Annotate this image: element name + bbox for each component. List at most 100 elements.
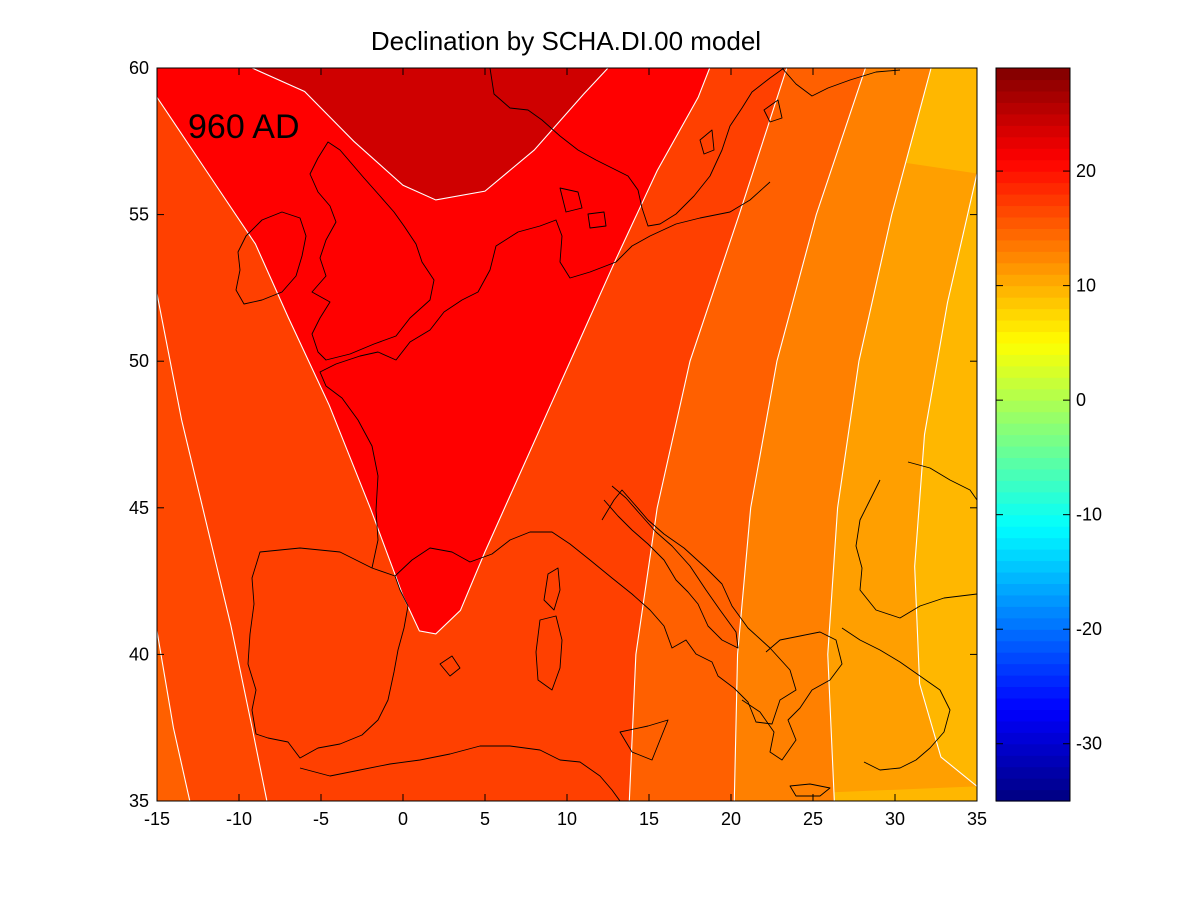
colorbar-tick-label: 10	[1076, 276, 1096, 296]
y-tick-label: 60	[129, 58, 149, 78]
colorbar-swatches	[996, 68, 1070, 802]
colorbar-swatch	[996, 503, 1070, 516]
colorbar-swatch	[996, 755, 1070, 768]
colorbar-swatch	[996, 239, 1070, 252]
x-tick-label: 0	[398, 809, 408, 829]
coastline-black-sea	[855, 461, 977, 619]
colorbar-swatch	[996, 182, 1070, 195]
colorbar-swatch	[996, 423, 1070, 436]
y-tick-label: 50	[129, 351, 149, 371]
x-tick-label: 30	[885, 809, 905, 829]
colorbar-swatch	[996, 68, 1070, 81]
colorbar-swatch	[996, 400, 1070, 413]
x-tick-label: 20	[721, 809, 741, 829]
coastline-scandinavia	[489, 68, 785, 227]
coastline-denmark	[559, 187, 607, 229]
colorbar-swatch	[996, 526, 1070, 539]
coastline-north-africa	[299, 745, 621, 801]
colorbar-swatch	[996, 560, 1070, 573]
colorbar-frame	[995, 67, 1071, 802]
colorbar-swatch	[996, 789, 1070, 802]
colorbar-swatch	[996, 262, 1070, 275]
colorbar-swatch	[996, 285, 1070, 298]
band	[157, 630, 190, 801]
colorbar-tick-label: 0	[1076, 390, 1086, 410]
colorbar-swatch	[996, 113, 1070, 126]
x-tick-label: 15	[639, 809, 659, 829]
colorbar-swatch	[996, 205, 1070, 218]
colorbar-swatch	[996, 159, 1070, 172]
declination-bands	[157, 68, 977, 801]
colorbar-swatch	[996, 228, 1070, 241]
colorbar-swatch	[996, 629, 1070, 642]
colorbar-swatch	[996, 251, 1070, 264]
colorbar-swatch	[996, 79, 1070, 92]
colorbar-swatch	[996, 102, 1070, 115]
colorbar-swatch	[996, 480, 1070, 493]
colorbar-swatch	[996, 445, 1070, 459]
y-tick-label: 55	[129, 205, 149, 225]
coastline-greece	[741, 631, 843, 761]
y-tick-label: 40	[129, 644, 149, 664]
coastline-iberia	[247, 547, 409, 759]
colorbar-swatch	[996, 594, 1070, 607]
contour-lines	[157, 68, 977, 801]
colorbar-swatch	[996, 193, 1070, 207]
colorbar-swatch	[996, 640, 1070, 653]
colorbar-swatch	[996, 709, 1070, 722]
contour-line	[157, 293, 268, 801]
x-tick-label: 35	[967, 809, 987, 829]
coastline-balearic	[439, 655, 461, 677]
contour-line	[251, 68, 609, 201]
contour-line	[914, 173, 977, 787]
coastline-france	[319, 181, 771, 569]
colorbar-swatch	[996, 778, 1070, 791]
colorbar-swatch	[996, 720, 1070, 733]
x-tick-label: -5	[313, 809, 329, 829]
y-tick-label: 45	[129, 498, 149, 518]
colorbar-swatch	[996, 331, 1070, 344]
coastline-corsica	[543, 567, 561, 611]
contour-line	[628, 68, 788, 801]
coastline-crete	[789, 783, 831, 797]
coastline-anatolia	[841, 627, 951, 771]
coastline-italy	[603, 485, 739, 649]
colorbar-swatch	[996, 686, 1070, 699]
colorbar-swatch	[996, 125, 1070, 138]
colorbar-swatch	[996, 90, 1070, 103]
x-axis: -15 -10 -5 0 5 10 15 20 25 30 35	[144, 68, 987, 829]
colorbar-swatch	[996, 617, 1070, 630]
colorbar-swatch	[996, 308, 1070, 321]
coastline-med-north	[394, 489, 797, 725]
colorbar-swatch	[996, 148, 1070, 161]
colorbar: -30 -20 -10 0 10 20	[995, 67, 1102, 802]
colorbar-tick-label: -10	[1076, 505, 1102, 525]
colorbar-swatch	[996, 411, 1070, 424]
band	[157, 68, 977, 634]
x-tick-label: 25	[803, 809, 823, 829]
colorbar-swatch	[996, 354, 1070, 367]
coastline-baltic-east	[763, 68, 901, 123]
colorbar-swatch	[996, 652, 1070, 665]
contour-line	[157, 630, 191, 801]
x-tick-label: 5	[480, 809, 490, 829]
x-tick-label: -10	[226, 809, 252, 829]
chart-title: Declination by SCHA.DI.00 model	[371, 26, 761, 56]
contour-line	[733, 68, 867, 801]
contour-line	[827, 68, 932, 801]
colorbar-swatch	[996, 537, 1070, 550]
coastline-great-britain	[309, 141, 435, 361]
colorbar-swatch	[996, 606, 1070, 619]
colorbar-swatch	[996, 297, 1070, 310]
x-tick-label: -15	[144, 809, 170, 829]
colorbar-tick-label: -20	[1076, 619, 1102, 639]
colorbar-swatch	[996, 365, 1070, 378]
colorbar-swatch	[996, 766, 1070, 779]
colorbar-swatch	[996, 549, 1070, 562]
colorbar-swatch	[996, 675, 1070, 688]
colorbar-swatch	[996, 388, 1070, 401]
colorbar-swatch	[996, 319, 1070, 333]
colorbar-swatch	[996, 136, 1070, 149]
colorbar-tick-label: 20	[1076, 161, 1096, 181]
